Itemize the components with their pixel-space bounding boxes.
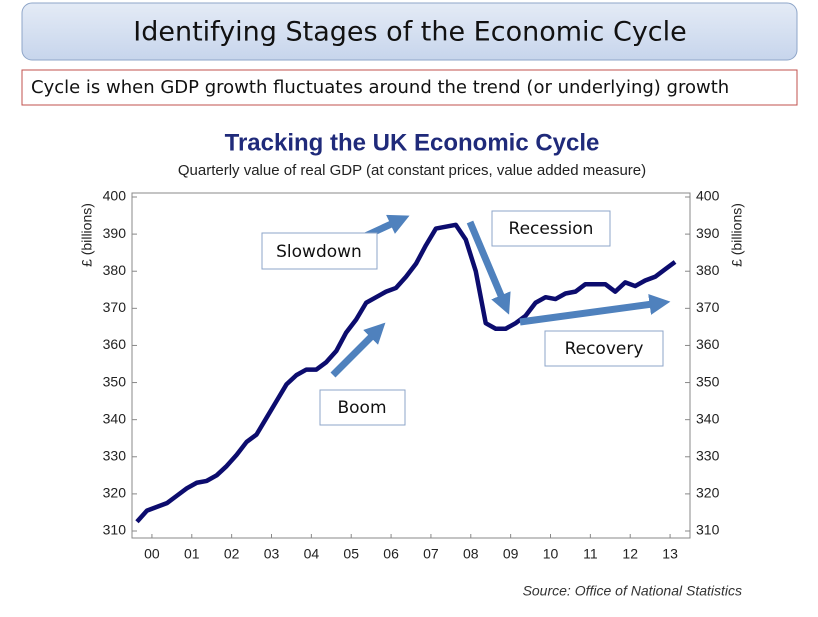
x-tick-label: 06 xyxy=(383,546,399,562)
y-tick-label: 350 xyxy=(103,373,127,389)
y2-tick-label: 370 xyxy=(696,299,720,315)
y2-tick-label: 360 xyxy=(696,336,720,352)
annotation: Slowdown xyxy=(276,242,362,262)
y2-axis-label: £ (billions) xyxy=(729,203,745,267)
subtitle-box xyxy=(21,69,798,106)
y-tick-label: 310 xyxy=(103,522,127,538)
arrow xyxy=(466,220,511,315)
x-tick-label: 07 xyxy=(423,546,439,562)
x-tick-label: 05 xyxy=(343,546,359,562)
annotation: Recovery xyxy=(565,339,644,359)
arrow xyxy=(519,294,671,326)
label-box xyxy=(319,389,406,426)
y-tick-label: 390 xyxy=(103,225,127,241)
annotation: Boom xyxy=(337,398,386,418)
x-tick-label: 04 xyxy=(304,546,320,562)
plot-frame xyxy=(131,192,691,539)
y-tick-label: 360 xyxy=(103,336,127,352)
annotations: Slowdown Recession Boom Recovery xyxy=(261,210,671,426)
y-axis-label: £ (billions) xyxy=(79,203,95,267)
y2-tick-label: 350 xyxy=(696,373,720,389)
label-box xyxy=(261,232,378,270)
x-tick-label: 01 xyxy=(184,546,200,562)
x-tick-label: 03 xyxy=(264,546,280,562)
annotation: Recession xyxy=(509,219,594,239)
gdp-line xyxy=(135,222,677,524)
label-box xyxy=(544,330,664,367)
y2-tick-label: 320 xyxy=(696,485,720,501)
y2-tick-label: 330 xyxy=(696,447,720,463)
header-box xyxy=(21,2,798,61)
y2-tick-label: 400 xyxy=(696,188,720,204)
chart-title: Tracking the UK Economic Cycle xyxy=(225,129,600,156)
x-tick-label: 09 xyxy=(503,546,519,562)
y2-tick-label: 380 xyxy=(696,262,720,278)
x-tick-label: 02 xyxy=(224,546,240,562)
plot: 310 310 320 320 330 330 340 340 350 350 360 360 370 3… xyxy=(103,188,720,562)
arrow xyxy=(330,322,386,378)
header-subtitle: Cycle is when GDP growth fluctuates arou… xyxy=(31,77,729,98)
x-tick-label: 08 xyxy=(463,546,479,562)
label-box xyxy=(491,210,611,247)
x-tick-label: 12 xyxy=(622,546,638,562)
y2-tick-label: 390 xyxy=(696,225,720,241)
y-tick-label: 320 xyxy=(103,485,127,501)
x-tick-label: 11 xyxy=(583,546,598,562)
y2-tick-label: 310 xyxy=(696,522,720,538)
y-tick-label: 400 xyxy=(103,188,127,204)
x-tick-label: 00 xyxy=(144,546,160,562)
y2-tick-label: 340 xyxy=(696,410,720,426)
y-tick-label: 340 xyxy=(103,410,127,426)
source: Source: Office of National Statistics xyxy=(523,583,742,599)
header-title: Identifying Stages of the Economic Cycle xyxy=(133,17,687,48)
x-tick-label: 13 xyxy=(662,546,678,562)
y-tick-label: 370 xyxy=(103,299,127,315)
chart-subtitle: Quarterly value of real GDP (at constant… xyxy=(178,162,646,179)
y-tick-label: 330 xyxy=(103,447,127,463)
x-tick-label: 10 xyxy=(543,546,559,562)
y-tick-label: 380 xyxy=(103,262,127,278)
